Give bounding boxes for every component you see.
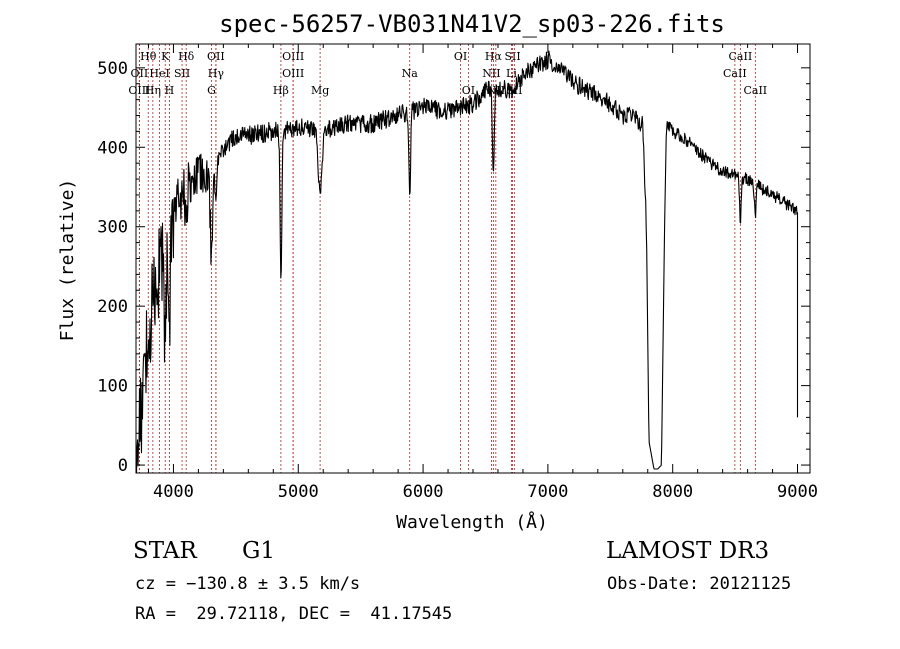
line-label: HeI [149,67,169,80]
object-subclass: G1 [242,538,276,564]
line-label: OI [462,84,475,97]
line-label: CaII [723,67,747,80]
x-tick-label: 9000 [777,482,818,502]
x-tick-label: 4000 [153,482,194,502]
line-label: OIII [282,67,304,80]
y-tick-label: 200 [97,297,128,317]
x-tick-label: 7000 [527,482,568,502]
y-tick-label: 400 [97,138,128,158]
line-label: Na [402,67,419,80]
x-tick-label: 5000 [278,482,319,502]
spectrum-curve [135,50,799,474]
object-class: STAR [133,538,197,564]
coordinates: RA = 29.72118, DEC = 41.17545 [135,604,453,624]
line-label: Li [506,67,517,80]
x-axis-label: Wavelength (Å) [396,511,548,533]
line-label: Mg [311,84,329,97]
y-tick-label: 0 [118,456,128,476]
y-tick-label: 500 [97,59,128,79]
y-tick-label: 100 [97,377,128,397]
line-label: OI [454,50,467,63]
y-tick-label: 300 [97,218,128,238]
x-axis: 4000 5000 6000 7000 8000 9000 [147,44,818,502]
line-label: OIII [128,84,150,97]
y-axis: 0 100 200 300 400 500 [97,59,810,476]
line-label: Hδ [178,50,195,63]
line-label: Hθ [140,50,157,63]
line-label: Hη [145,84,161,97]
line-label: CaII [743,84,767,97]
redshift-info: cz = −130.8 ± 3.5 km/s [135,574,361,594]
line-label: Hα [485,50,503,63]
x-tick-label: 8000 [652,482,693,502]
survey-name: LAMOST DR3 [606,538,770,564]
line-label: NII [482,67,500,80]
line-label: H [165,84,175,97]
line-label: CaII [729,50,753,63]
line-label: SII [504,50,520,63]
chart-title: spec-56257-VB031N41V2_sp03-226.fits [219,10,725,38]
line-label: Hβ [273,84,289,97]
line-label: SII [174,67,190,80]
y-axis-label: Flux (relative) [57,179,78,342]
line-label: Hγ [208,67,225,80]
x-tick-label: 6000 [403,482,444,502]
obs-date: Obs-Date: 20121125 [607,574,792,594]
line-label: G [207,84,216,97]
line-label: K [161,50,170,63]
